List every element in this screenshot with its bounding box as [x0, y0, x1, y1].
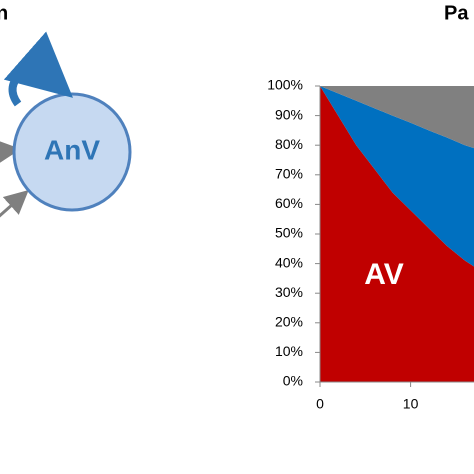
y-tick-label: 90% — [275, 106, 303, 122]
area — [320, 86, 474, 149]
area — [320, 86, 474, 382]
y-tick-label: 20% — [275, 314, 303, 330]
area-label: AV — [364, 258, 403, 291]
y-tick-label: 50% — [275, 225, 303, 241]
y-tick-label: 0% — [283, 373, 303, 389]
y-tick-label: 80% — [275, 136, 303, 152]
node-label: AnV — [44, 134, 100, 165]
y-tick-label: 60% — [275, 195, 303, 211]
y-tick-label: 70% — [275, 166, 303, 182]
area — [320, 86, 474, 267]
x-tick-label: 10 — [403, 396, 419, 412]
y-tick-label: 10% — [275, 343, 303, 359]
y-tick-label: 40% — [275, 254, 303, 270]
self-loop — [3, 31, 74, 107]
chart: 0% 10% 20% 30% 40% 50% 60% 70% 80% 90% 100% 0 10 AV — [267, 77, 474, 412]
arrow — [0, 139, 21, 164]
y-tick-label: 100% — [267, 77, 303, 93]
arrow — [0, 190, 29, 218]
x-tick-label: 0 — [316, 396, 324, 412]
y-tick-label: 30% — [275, 284, 303, 300]
panel-title: n — [0, 2, 8, 24]
panel-title: Pa — [444, 2, 469, 24]
